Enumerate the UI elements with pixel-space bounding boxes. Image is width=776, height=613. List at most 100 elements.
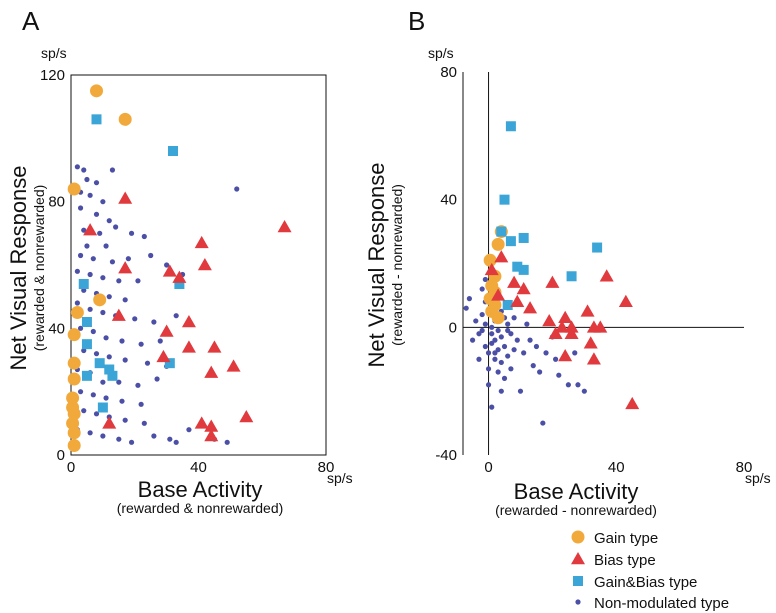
data-point-nonmod [119, 338, 125, 344]
data-point-nonmod [492, 350, 498, 356]
data-point-nonmod [501, 375, 508, 381]
data-point-nonmod [154, 376, 160, 382]
data-point-nonmod [473, 318, 479, 324]
data-point-bias [507, 275, 522, 288]
panel-b-y-unit: sp/s [428, 45, 454, 61]
y-tick-label: 80 [48, 194, 65, 211]
data-point-bias [510, 294, 525, 308]
legend-label-nonmod: Non-modulated type [594, 595, 729, 612]
data-point-nonmod [533, 343, 540, 350]
data-point-nonmod [106, 354, 112, 360]
data-point-nonmod [485, 350, 492, 356]
data-point-nonmod [90, 256, 96, 262]
legend-marker-gain [571, 530, 585, 544]
panel-a: A sp/s sp/s 0 40 80 120 0 40 80 Net Visual Re… [6, 6, 353, 516]
data-point-nonmod [77, 325, 84, 331]
panel-a-y-unit: sp/s [41, 45, 67, 61]
legend-marker-gainbias [573, 576, 583, 586]
data-point-nonmod [489, 331, 495, 337]
data-point-nonmod [77, 205, 84, 211]
data-point-nonmod [489, 340, 495, 346]
data-point-nonmod [508, 331, 514, 337]
panel-b-letter: B [408, 6, 425, 36]
x-tick-label: 80 [736, 459, 753, 476]
x-tick-label: 40 [190, 459, 207, 476]
data-point-nonmod [77, 252, 84, 259]
data-point-bias [197, 258, 212, 271]
data-point-bias [491, 288, 506, 301]
data-point-bias [156, 349, 171, 363]
data-point-bias [83, 223, 98, 236]
data-point-nonmod [234, 186, 240, 192]
data-point-nonmod [77, 389, 84, 395]
data-point-nonmod [81, 167, 87, 173]
data-point-gain [66, 391, 80, 405]
data-point-bias [118, 191, 133, 204]
panel-a-x-label-sub: (rewarded & nonrewarded) [117, 500, 284, 516]
data-point-nonmod [93, 411, 100, 417]
data-point-gain [67, 439, 81, 452]
data-point-nonmod [476, 356, 482, 362]
x-tick-label: 40 [608, 459, 625, 476]
data-point-nonmod [106, 218, 112, 224]
data-point-nonmod [128, 439, 135, 445]
legend-item-gainbias: Gain&Bias type [573, 574, 697, 591]
panel-b-y-label: Net Visual Response [364, 162, 389, 367]
data-point-gainbias [505, 236, 516, 247]
data-point-nonmod [173, 313, 179, 319]
data-point-bias [586, 352, 601, 365]
data-point-nonmod [116, 379, 122, 385]
data-point-nonmod [521, 350, 527, 356]
data-point-bias [558, 310, 573, 324]
data-point-nonmod [527, 337, 533, 343]
legend-label-gain: Gain type [594, 530, 658, 547]
panel-b-x-label: Base Activity [514, 479, 639, 504]
data-point-nonmod [109, 167, 116, 173]
data-point-bias [593, 320, 608, 333]
data-point-nonmod [164, 262, 170, 268]
data-point-nonmod [511, 347, 517, 353]
panel-b-y-label-sub: (rewarded - nonrewarded) [389, 184, 405, 346]
data-point-nonmod [87, 271, 93, 278]
data-point-nonmod [463, 305, 469, 311]
panel-a-y-label-sub: (rewarded & nonrewarded) [31, 185, 47, 352]
panel-a-x-label: Base Activity [138, 477, 263, 502]
data-point-nonmod [482, 276, 488, 283]
data-point-nonmod [498, 388, 504, 394]
panel-b-y-ticks: -40 0 40 80 [435, 64, 457, 464]
panel-a-marks [66, 84, 292, 452]
data-point-nonmod [103, 243, 109, 249]
data-point-nonmod [109, 259, 116, 265]
data-point-bias [204, 419, 219, 432]
data-point-gain [93, 293, 107, 307]
panel-b-x-unit: sp/s [745, 470, 771, 486]
data-point-bias [548, 326, 563, 339]
legend-label-bias: Bias type [594, 552, 656, 569]
data-point-bias [545, 275, 560, 288]
data-point-nonmod [135, 278, 141, 284]
data-point-gainbias [81, 339, 92, 350]
data-point-nonmod [540, 420, 546, 426]
data-point-nonmod [581, 388, 587, 394]
data-point-nonmod [135, 382, 141, 388]
panel-b-x-label-sub: (rewarded - nonrewarded) [495, 502, 657, 518]
y-tick-label: -40 [435, 447, 457, 464]
panel-a-y-ticks: 0 40 80 120 [40, 67, 65, 464]
data-point-nonmod [81, 347, 87, 354]
data-point-nonmod [116, 278, 122, 284]
data-point-gain [67, 328, 81, 342]
data-point-nonmod [100, 199, 106, 205]
data-point-gainbias [168, 146, 178, 156]
data-point-bias [564, 320, 579, 333]
y-tick-label: 0 [57, 447, 65, 464]
data-point-gainbias [502, 299, 513, 310]
data-point-bias [102, 416, 117, 429]
data-point-nonmod [100, 275, 106, 281]
data-point-bias [625, 396, 640, 410]
data-point-nonmod [508, 366, 514, 372]
data-point-nonmod [224, 439, 230, 445]
data-point-nonmod [492, 356, 498, 362]
data-point-gainbias [496, 226, 507, 237]
data-point-nonmod [87, 192, 93, 198]
